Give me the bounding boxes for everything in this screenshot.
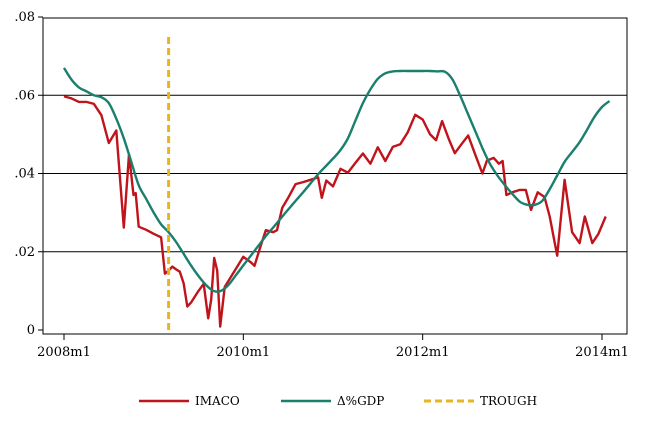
plot-frame: [42, 17, 628, 335]
legend: IMACO Δ%GDP TROUGH: [139, 394, 537, 408]
series-line-imaco: [63, 95, 607, 328]
gridlines: [43, 94, 627, 253]
x-axis: 2008m1 2010m1 2012m1 2014m1: [37, 334, 629, 360]
legend-label-trough: TROUGH: [480, 394, 537, 408]
legend-label-gdp: Δ%GDP: [337, 394, 384, 408]
y-tick-label-0: 0: [27, 323, 35, 338]
y-tick-label-3: .06: [14, 88, 35, 103]
legend-label-imaco: IMACO: [195, 394, 240, 408]
y-tick-label-4: .08: [14, 10, 35, 25]
x-tick-label-2: 2012m1: [396, 345, 450, 360]
y-tick-label-1: .02: [14, 245, 35, 260]
y-axis: 0 .02 .04 .06 .08: [14, 10, 43, 338]
x-tick-label-3: 2014m1: [575, 345, 629, 360]
x-tick-label-1: 2010m1: [216, 345, 270, 360]
series-group: [62, 36, 611, 330]
x-tick-label-0: 2008m1: [37, 345, 91, 360]
series-line-gdp: [62, 67, 611, 293]
y-tick-label-2: .04: [14, 167, 35, 182]
